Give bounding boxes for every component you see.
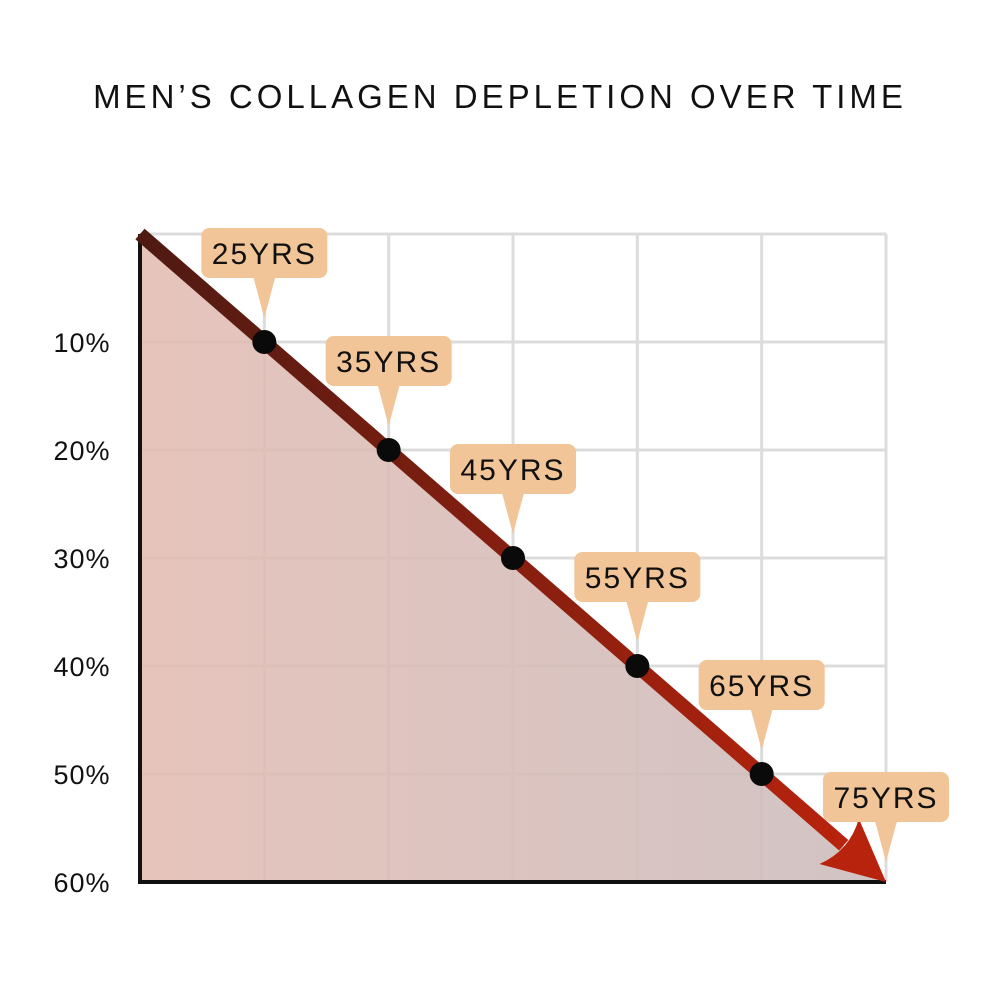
data-point-marker xyxy=(501,546,525,570)
callout-pointer xyxy=(253,277,276,318)
callouts: 25YRS 35YRS 45YRS 55YRS 65YRS 75YRS xyxy=(201,228,949,862)
callout-pointer xyxy=(502,493,524,534)
arrowhead xyxy=(819,818,886,882)
axes xyxy=(138,234,886,884)
callout-box xyxy=(325,336,452,386)
callout-pointer xyxy=(377,385,400,426)
data-point-marker xyxy=(376,438,401,462)
callout-label: 25YRS xyxy=(212,238,317,271)
age-callout: 35YRS xyxy=(325,336,452,426)
data-point-marker xyxy=(625,654,650,678)
age-callout: 65YRS xyxy=(698,660,825,750)
callout-label: 45YRS xyxy=(460,454,565,487)
age-callout: 25YRS xyxy=(201,228,328,318)
y-tick-label: 50% xyxy=(53,760,110,790)
callout-label: 35YRS xyxy=(336,346,441,379)
data-point-marker xyxy=(749,762,774,786)
age-callout: 75YRS xyxy=(823,772,949,862)
callout-box xyxy=(823,772,949,822)
markers xyxy=(252,330,774,786)
age-callout: 45YRS xyxy=(450,444,576,534)
callout-box xyxy=(201,228,328,278)
callout-label: 75YRS xyxy=(833,782,938,815)
y-tick-label: 10% xyxy=(53,328,110,358)
callout-box xyxy=(574,552,701,602)
callout-label: 55YRS xyxy=(585,562,690,595)
callout-box xyxy=(698,660,825,710)
callout-pointer xyxy=(750,709,773,750)
callout-pointer xyxy=(626,601,649,642)
callout-pointer xyxy=(875,821,897,862)
age-callout: 55YRS xyxy=(574,552,701,642)
y-tick-labels: 10% 20% 30% 40% 50% 60% xyxy=(53,328,110,898)
callout-label: 65YRS xyxy=(709,670,814,703)
y-tick-label: 30% xyxy=(53,544,110,574)
y-tick-label: 40% xyxy=(53,652,110,682)
chart-title: MEN’S COLLAGEN DEPLETION OVER TIME xyxy=(93,78,907,115)
y-tick-label: 20% xyxy=(53,436,110,466)
y-tick-label: 60% xyxy=(53,868,110,898)
callout-box xyxy=(450,444,576,494)
data-point-marker xyxy=(252,330,277,354)
